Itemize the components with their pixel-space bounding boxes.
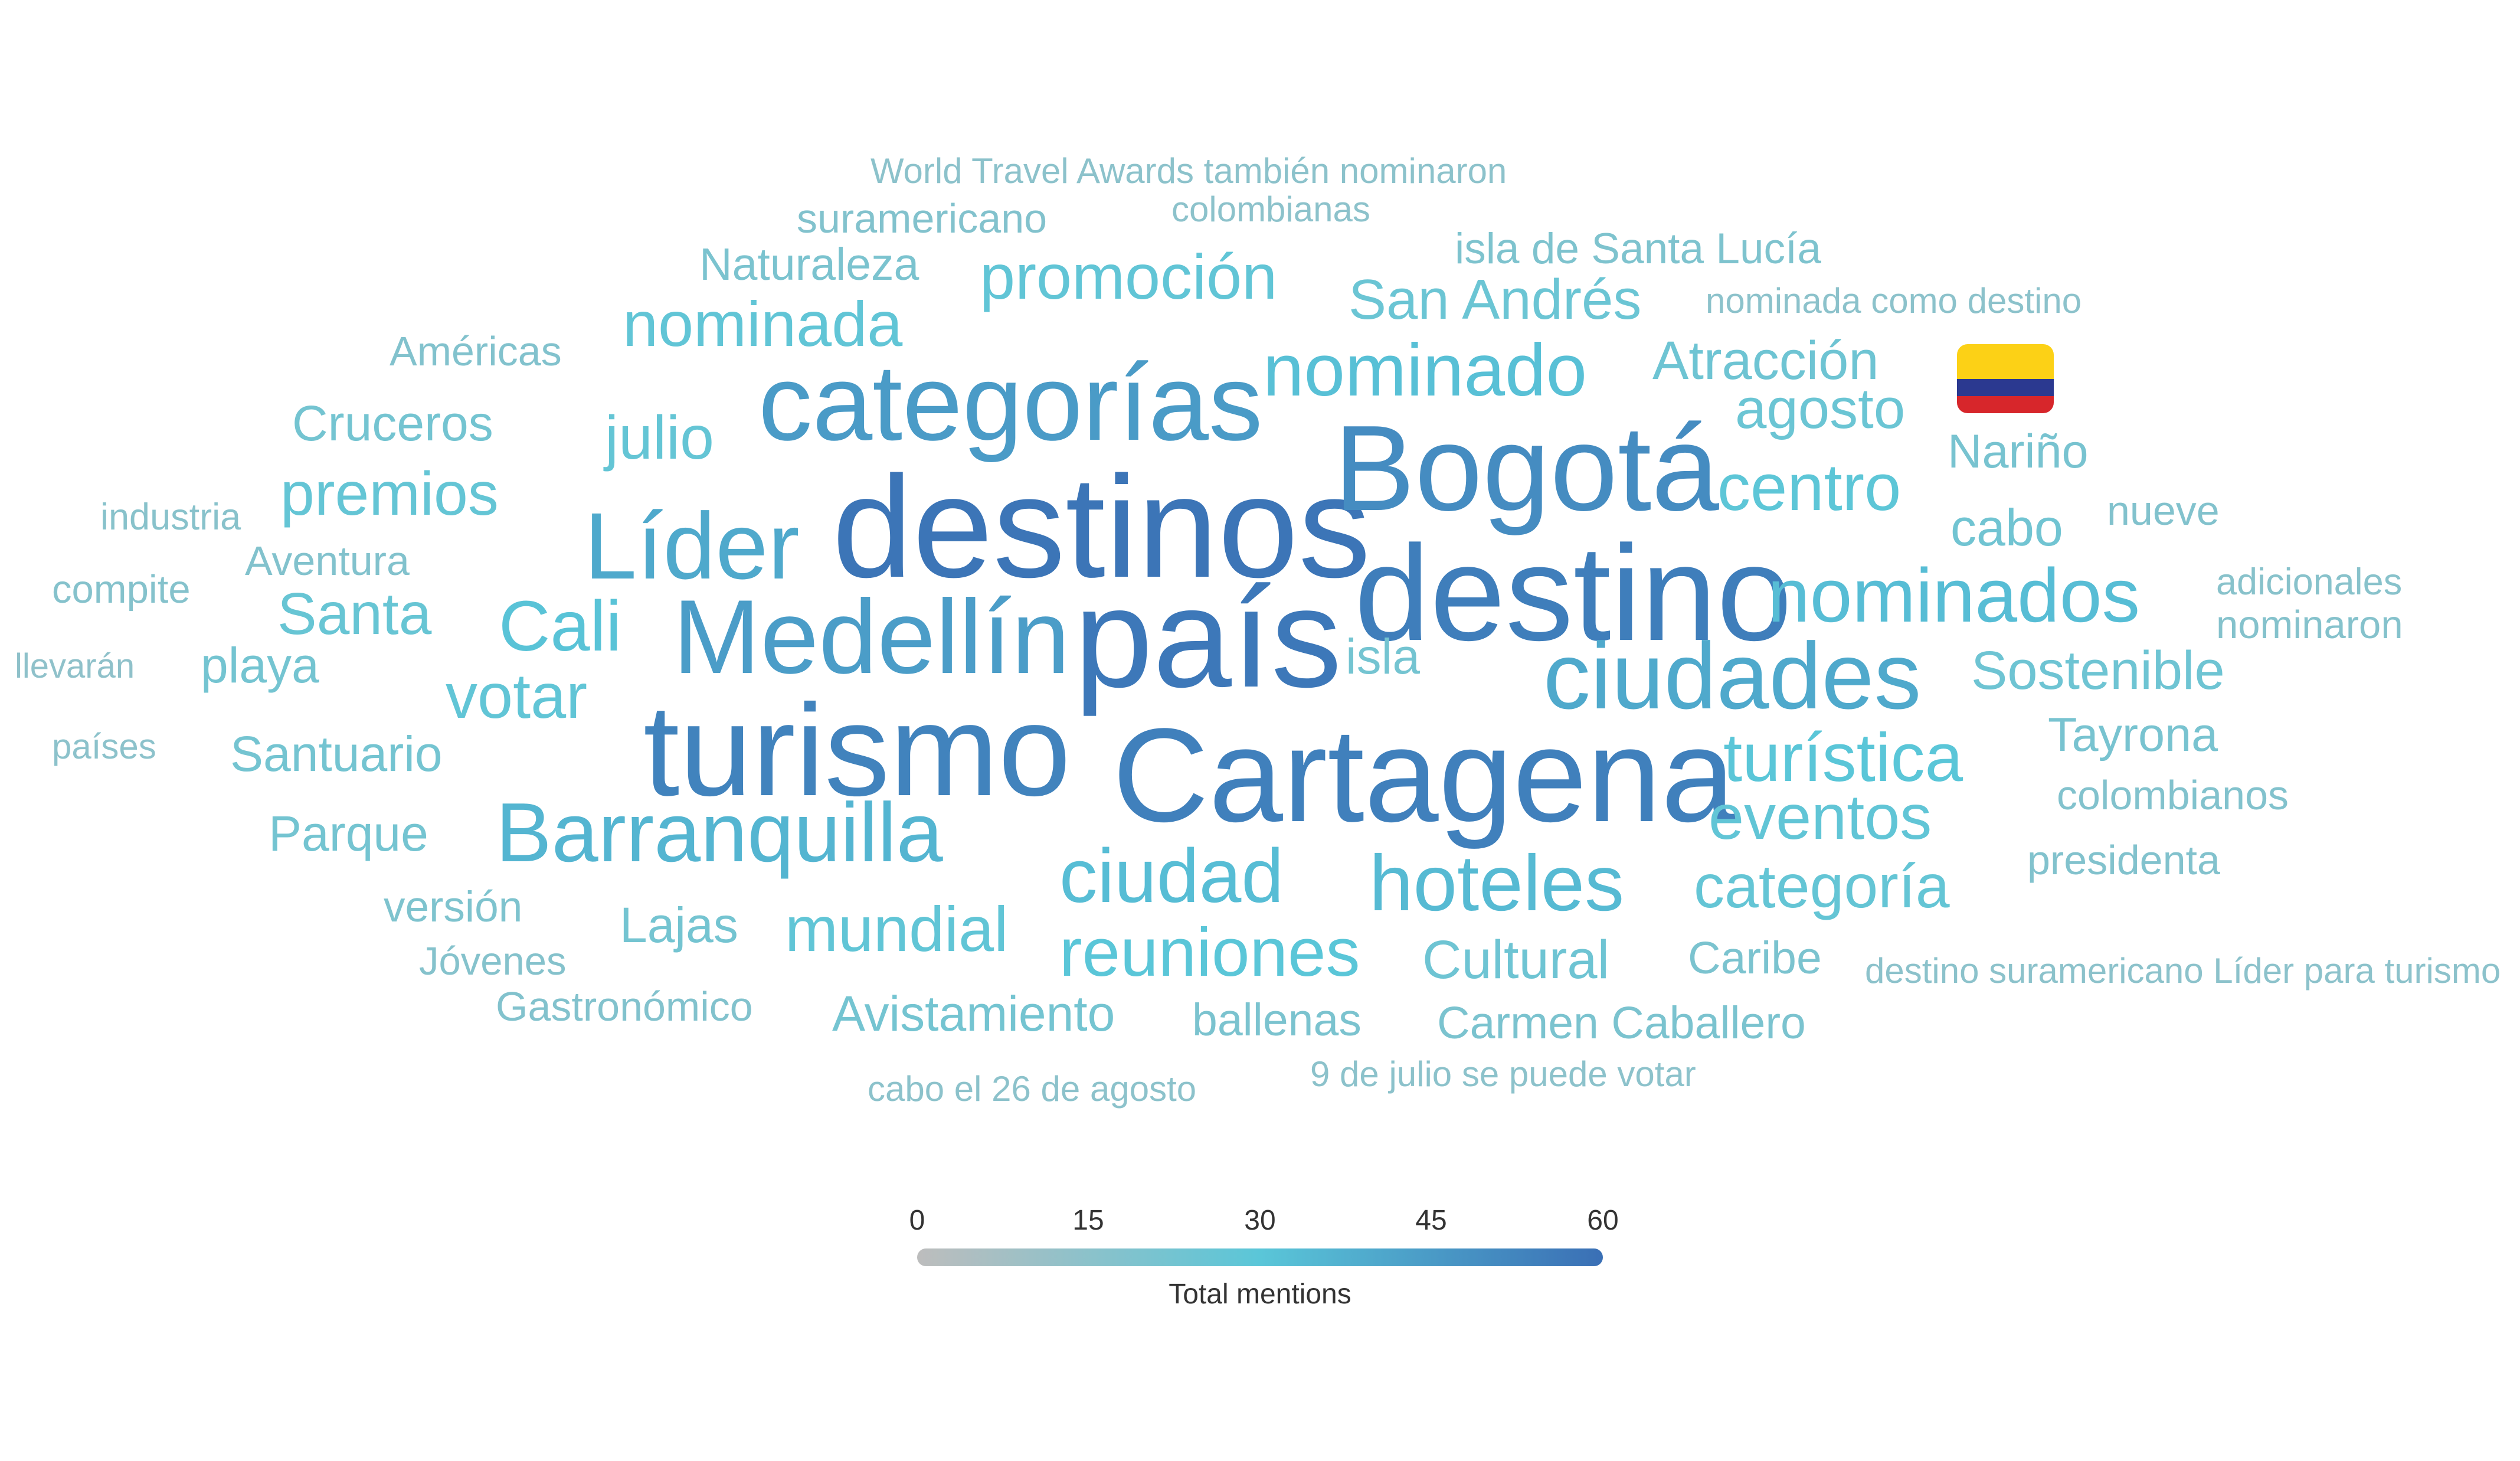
word-30: Cultural	[1422, 930, 1610, 990]
word-1: país	[1074, 558, 1342, 717]
word-65: 9 de julio se puede votar	[1310, 1054, 1696, 1094]
legend-title: Total mentions	[1169, 1279, 1351, 1310]
flag-stripe-blue	[1957, 378, 2054, 396]
word-11: hoteles	[1369, 839, 1625, 927]
legend-tick: 15	[1072, 1205, 1104, 1236]
word-60: industria	[100, 496, 241, 538]
word-2: destino	[1354, 517, 1792, 669]
flag-stripe-red	[1957, 396, 2054, 413]
word-24: premios	[280, 460, 499, 528]
word-56: Jóvenes	[419, 939, 567, 983]
word-67: países	[52, 727, 156, 766]
legend-tick: 45	[1415, 1205, 1447, 1236]
word-12: ciudad	[1059, 834, 1284, 919]
color-legend: 0 15 30 45 60 Total mentions	[897, 1204, 1619, 1322]
word-57: compite	[52, 567, 191, 612]
word-43: Naturaleza	[699, 239, 919, 290]
legend-tick: 60	[1587, 1205, 1619, 1236]
word-8: Líder	[584, 493, 800, 599]
word-54: suramericano	[797, 195, 1048, 241]
word-64: cabo el 26 de agosto	[868, 1069, 1197, 1109]
word-31: Atracción	[1652, 331, 1879, 391]
word-38: Santuario	[230, 726, 443, 782]
word-10: Barranquilla	[496, 786, 943, 880]
word-28: San Andrés	[1349, 268, 1642, 331]
word-19: mundial	[785, 893, 1009, 965]
word-47: isla de Santa Lucía	[1455, 225, 1821, 273]
word-17: turística	[1723, 719, 1963, 796]
word-18: centro	[1717, 450, 1902, 524]
word-21: votar	[446, 660, 588, 731]
word-14: nominado	[1263, 329, 1588, 411]
word-48: versión	[384, 883, 523, 931]
legend-tick: 30	[1244, 1205, 1276, 1236]
word-41: Tayrona	[2048, 708, 2218, 761]
word-39: Parque	[269, 806, 428, 861]
word-15: Cali	[499, 586, 622, 666]
word-45: ballenas	[1192, 995, 1362, 1045]
word-13: nominados	[1768, 553, 2141, 638]
word-22: nominada	[623, 288, 903, 359]
word-7: Medellín	[673, 578, 1070, 695]
word-53: colombianos	[2057, 772, 2289, 818]
word-46: Carmen Caballero	[1437, 998, 1806, 1048]
word-5: Bogotá	[1334, 400, 1719, 536]
word-58: nominaron	[2216, 603, 2403, 647]
word-20: eventos	[1709, 781, 1932, 852]
word-59: adicionales	[2216, 561, 2403, 603]
word-37: isla	[1346, 629, 1421, 684]
word-55: Gastronómico	[496, 983, 753, 1029]
word-51: nueve	[2107, 488, 2220, 534]
word-0: destinos	[832, 446, 1371, 607]
word-32: Sostenible	[1971, 640, 2225, 701]
word-34: Avistamiento	[832, 986, 1115, 1041]
word-42: Nariño	[1948, 425, 2089, 478]
flag-stripe-yellow	[1957, 344, 2054, 379]
word-9: ciudades	[1543, 623, 1922, 728]
word-27: Santa	[277, 581, 432, 647]
word-35: Lajas	[620, 897, 738, 953]
word-49: Américas	[390, 328, 562, 374]
word-4: turismo	[643, 677, 1071, 823]
word-29: agosto	[1735, 377, 1906, 440]
word-26: julio	[605, 404, 714, 472]
word-62: World Travel Awards también nominaron	[870, 151, 1507, 191]
colombia-flag-icon	[1957, 344, 2054, 413]
legend-tick: 0	[909, 1205, 925, 1236]
word-6: categorías	[758, 342, 1263, 463]
word-44: Caribe	[1688, 933, 1822, 983]
word-16: reuniones	[1059, 914, 1360, 991]
word-63: nominada como destino	[1706, 281, 2082, 321]
word-23: promoción	[980, 241, 1278, 312]
word-66: destino suramericano Líder para turismo	[1865, 951, 2501, 991]
word-33: cabo	[1950, 498, 2063, 557]
word-68: llevarán	[15, 647, 135, 685]
word-36: Cruceros	[292, 396, 493, 451]
word-61: colombianas	[1171, 189, 1370, 229]
word-3: Cartagena	[1112, 700, 1736, 849]
word-50: Aventura	[245, 538, 410, 584]
legend-colorbar	[917, 1248, 1603, 1266]
word-52: presidenta	[2027, 837, 2220, 883]
word-25: categoría	[1694, 852, 1950, 921]
word-40: playa	[201, 638, 319, 693]
